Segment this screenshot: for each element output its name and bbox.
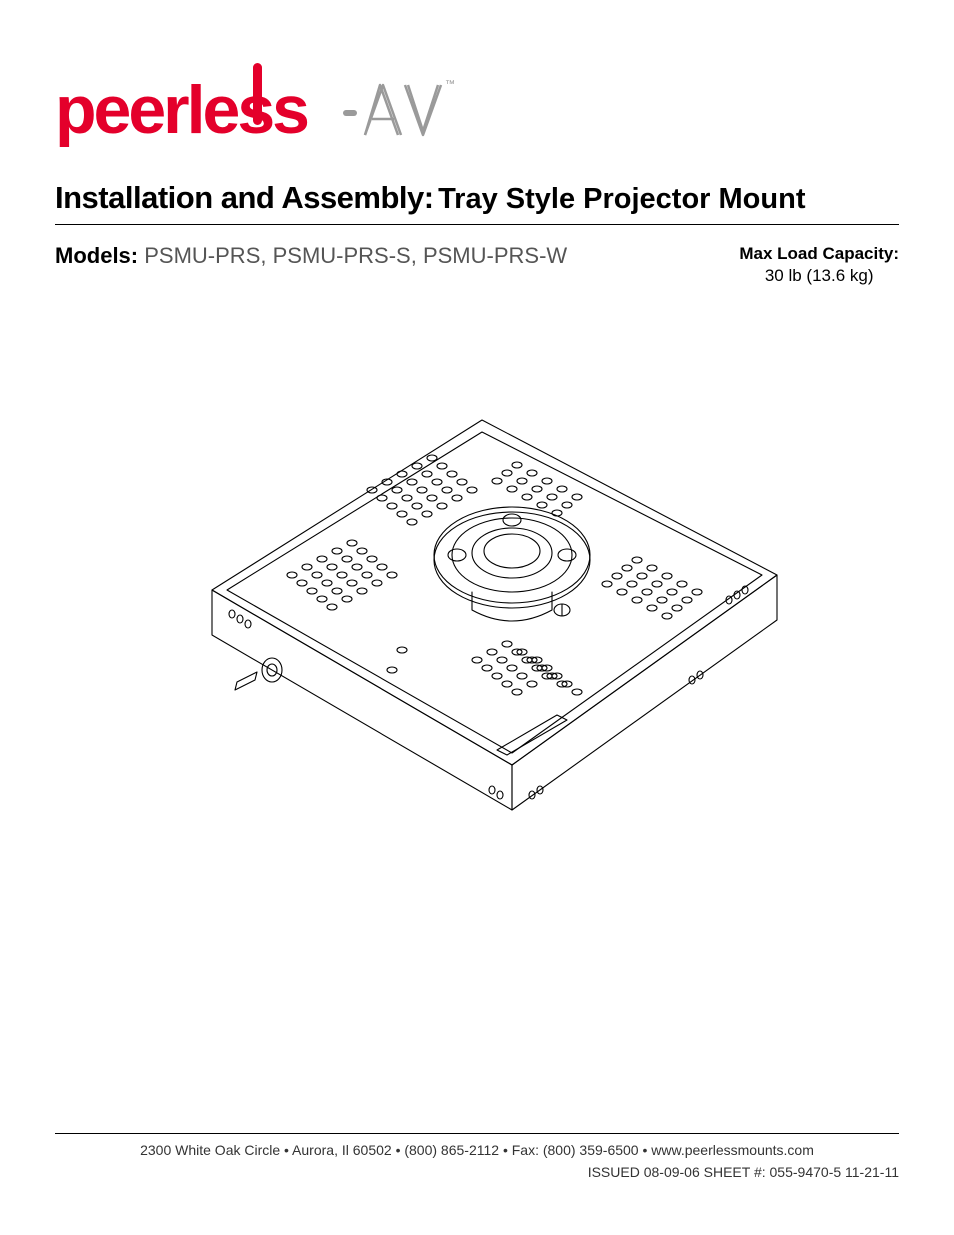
footer-issued: ISSUED 08-09-06 SHEET #: 055-9470-5 11-2… [55, 1164, 899, 1180]
projector-mount-line-drawing [117, 360, 837, 830]
models-label: Models: [55, 243, 138, 268]
product-diagram [0, 360, 954, 830]
load-label: Max Load Capacity: [739, 243, 899, 265]
models-value: PSMU-PRS, PSMU-PRS-S, PSMU-PRS-W [144, 243, 567, 268]
title-sub: Tray Style Projector Mount [438, 183, 805, 215]
page-footer: 2300 White Oak Circle • Aurora, Il 60502… [55, 1133, 899, 1180]
footer-address: 2300 White Oak Circle • Aurora, Il 60502… [55, 1142, 899, 1158]
models-block: Models: PSMU-PRS, PSMU-PRS-S, PSMU-PRS-W [55, 243, 567, 269]
svg-text:peerless: peerless [55, 72, 308, 148]
models-and-load-row: Models: PSMU-PRS, PSMU-PRS-S, PSMU-PRS-W… [55, 243, 899, 287]
document-title-row: Installation and Assembly: Tray Style Pr… [55, 180, 899, 225]
footer-rule [55, 1133, 899, 1134]
peerless-av-logo-svg: peerless ™ [55, 55, 455, 160]
title-main: Installation and Assembly: [55, 180, 434, 215]
load-capacity-block: Max Load Capacity: 30 lb (13.6 kg) [739, 243, 899, 287]
svg-text:™: ™ [445, 79, 455, 90]
load-value: 30 lb (13.6 kg) [739, 265, 899, 287]
brand-logo: peerless ™ [55, 55, 899, 160]
